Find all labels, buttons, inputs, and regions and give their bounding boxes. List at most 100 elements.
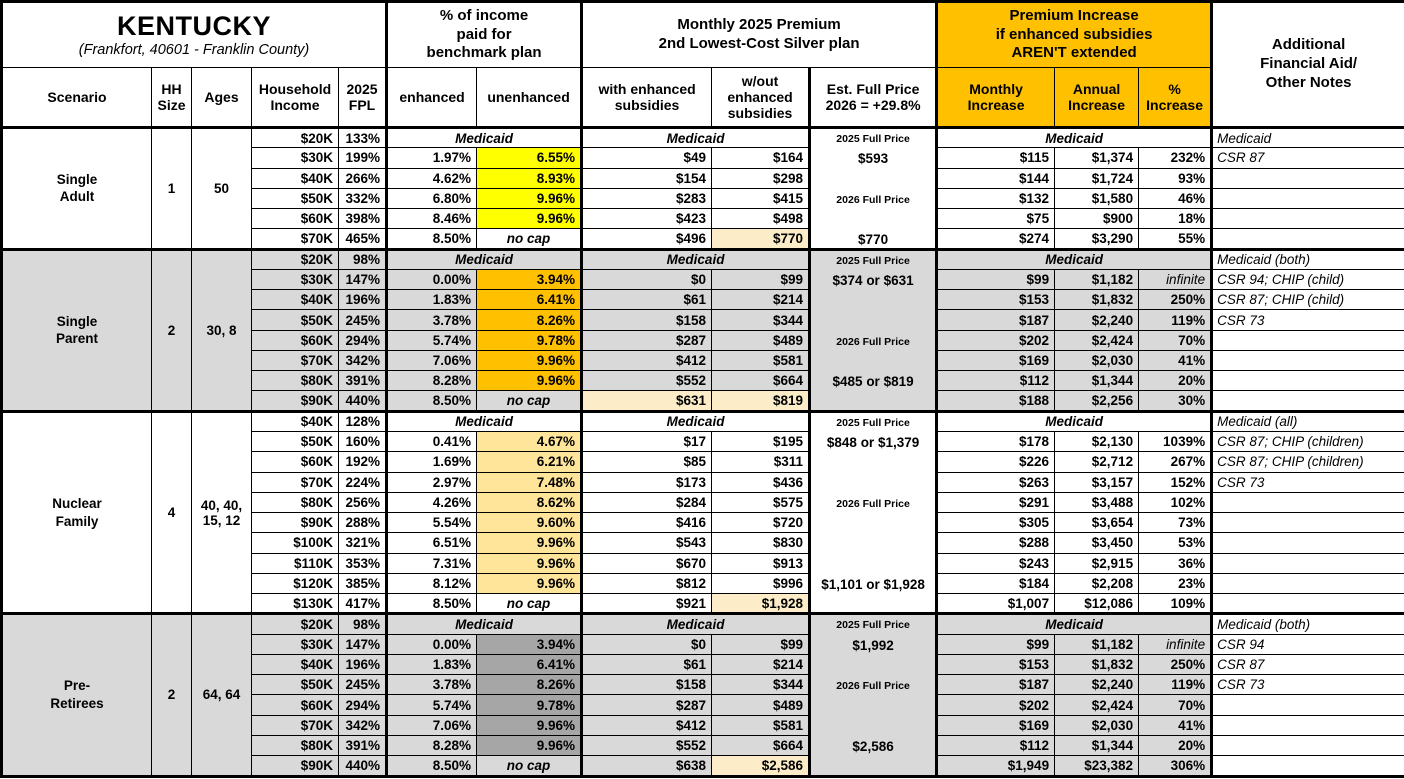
income: $70K — [251, 349, 339, 372]
income: $70K — [251, 471, 339, 493]
col-header-without-subsidies: w/out enhanced subsidies — [711, 67, 811, 129]
pct-unenhanced: 9.96% — [476, 370, 583, 392]
full-price-label: 2026 Full Price — [836, 193, 910, 206]
monthly-increase: $75 — [935, 208, 1056, 230]
monthly-increase: $188 — [935, 390, 1056, 412]
pct-income-medicaid: Medicaid — [385, 247, 583, 270]
pct-unenhanced: 7.48% — [476, 471, 583, 493]
fpl: 342% — [337, 349, 388, 372]
annual-increase: $2,030 — [1054, 349, 1140, 372]
fpl: 133% — [337, 125, 388, 149]
note — [1210, 694, 1404, 716]
premium-without-subsidies: $99 — [711, 633, 811, 655]
premium-without-subsidies: $489 — [711, 694, 811, 716]
pct-unenhanced: 9.78% — [476, 694, 583, 716]
ages: 40, 40, 15, 12 — [191, 409, 252, 615]
premium-with-subsidies: $287 — [580, 694, 713, 716]
pct-enhanced: 8.46% — [385, 208, 478, 230]
pct-enhanced: 8.12% — [385, 572, 478, 595]
note — [1210, 552, 1404, 574]
premium-with-subsidies: $552 — [580, 734, 713, 757]
pct-unenhanced: no cap — [476, 593, 583, 615]
scenario-single-adult: Single Adult — [1, 126, 152, 250]
pct-enhanced: 8.50% — [385, 755, 478, 777]
annual-increase: $1,580 — [1054, 187, 1140, 210]
note — [1210, 734, 1404, 757]
annual-increase: $3,290 — [1054, 228, 1140, 250]
est-full-price: 2025 Full Price $374 or $631 2026 Full Pri… — [808, 247, 938, 412]
col-header-pct-increase: % Increase — [1138, 67, 1213, 129]
pct-unenhanced: 9.60% — [476, 512, 583, 534]
full-price-label: 2025 Full Price — [836, 133, 910, 145]
note — [1210, 572, 1404, 595]
scenario-nuclear-family: Nuclear Family — [1, 409, 152, 615]
note — [1210, 593, 1404, 615]
fpl: 199% — [337, 147, 388, 169]
note: Medicaid (both) — [1210, 247, 1404, 270]
pct-enhanced: 6.51% — [385, 532, 478, 554]
pct-increase: infinite — [1138, 268, 1213, 291]
pct-enhanced: 0.00% — [385, 268, 478, 291]
monthly-increase: $153 — [935, 653, 1056, 676]
income: $50K — [251, 430, 339, 453]
fpl: 321% — [337, 532, 388, 554]
full-price-label: $374 or $631 — [832, 272, 914, 288]
annual-increase: $900 — [1054, 208, 1140, 230]
pct-enhanced: 7.06% — [385, 349, 478, 372]
income: $50K — [251, 674, 339, 696]
pct-enhanced: 0.41% — [385, 430, 478, 453]
col-header-income: Household Income — [251, 67, 339, 129]
fpl: 160% — [337, 430, 388, 453]
fpl: 245% — [337, 674, 388, 696]
full-price-label: $593 — [858, 151, 889, 167]
premium-with-subsidies: $921 — [580, 593, 713, 615]
monthly-increase: $169 — [935, 714, 1056, 736]
income: $40K — [251, 409, 339, 432]
annual-increase: $1,344 — [1054, 370, 1140, 392]
fpl: 391% — [337, 370, 388, 392]
full-price-label: $2,586 — [852, 739, 894, 755]
monthly-increase: $178 — [935, 430, 1056, 453]
pct-increase: 30% — [1138, 390, 1213, 412]
annual-increase: $2,915 — [1054, 552, 1140, 574]
fpl: 391% — [337, 734, 388, 757]
premium-without-subsidies: $664 — [711, 370, 811, 392]
premium-without-subsidies: $770 — [711, 228, 811, 250]
pct-increase: 1039% — [1138, 430, 1213, 453]
income: $100K — [251, 532, 339, 554]
pct-increase: 18% — [1138, 208, 1213, 230]
pct-enhanced: 4.62% — [385, 167, 478, 189]
full-price-labels: 2025 Full Price $848 or $1,379 2026 Full P… — [813, 414, 936, 612]
est-full-price: 2025 Full Price $1,992 2026 Full Price $2,5… — [808, 612, 938, 777]
fpl: 196% — [337, 289, 388, 311]
pct-unenhanced: no cap — [476, 390, 583, 412]
fpl: 192% — [337, 451, 388, 473]
premium-without-subsidies: $311 — [711, 451, 811, 473]
note — [1210, 349, 1404, 372]
monthly-increase: $99 — [935, 268, 1056, 291]
fpl: 147% — [337, 633, 388, 655]
income: $90K — [251, 755, 339, 777]
monthly-increase: $274 — [935, 228, 1056, 250]
annual-increase: $2,208 — [1054, 572, 1140, 595]
note — [1210, 714, 1404, 736]
income: $40K — [251, 289, 339, 311]
monthly-increase: $226 — [935, 451, 1056, 473]
annual-increase: $1,374 — [1054, 147, 1140, 169]
premium-with-subsidies: $158 — [580, 674, 713, 696]
col-header-full-price: Est. Full Price 2026 = +29.8% — [808, 67, 938, 129]
pct-increase: 109% — [1138, 593, 1213, 615]
income: $120K — [251, 572, 339, 595]
pct-enhanced: 7.31% — [385, 552, 478, 574]
premium-with-subsidies: $812 — [580, 572, 713, 595]
pct-increase: 70% — [1138, 329, 1213, 351]
monthly-increase: $288 — [935, 532, 1056, 554]
pct-increase: 267% — [1138, 451, 1213, 473]
pct-increase: 20% — [1138, 734, 1213, 757]
premium-without-subsidies: $489 — [711, 329, 811, 351]
pct-unenhanced: 9.78% — [476, 329, 583, 351]
scenario-pre-retirees: Pre- Retirees — [1, 612, 152, 777]
pct-enhanced: 8.50% — [385, 593, 478, 615]
annual-increase: $1,344 — [1054, 734, 1140, 757]
premium-without-subsidies: $195 — [711, 430, 811, 453]
